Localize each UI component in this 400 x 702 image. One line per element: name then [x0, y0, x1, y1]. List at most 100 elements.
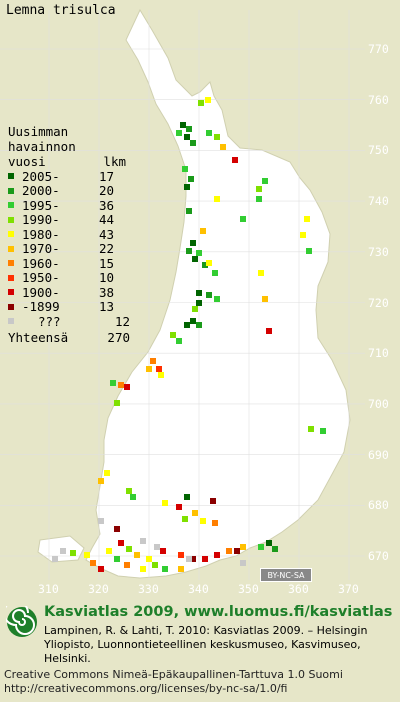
x-coordinate-label: 310 [38, 582, 59, 596]
observation-square [192, 306, 198, 312]
legend-row: 1900- 38 [8, 285, 130, 300]
observation-square [192, 510, 198, 516]
observation-square [212, 270, 218, 276]
legend-row-count: 10 [98, 270, 114, 286]
legend-row-count: 43 [98, 226, 114, 242]
x-coordinate-label: 340 [188, 582, 209, 596]
y-coordinate-label: 770 [368, 42, 389, 56]
legend-swatch [8, 303, 14, 310]
y-coordinate-label: 750 [368, 143, 389, 158]
observation-square [240, 560, 246, 566]
x-coordinate-label: 330 [138, 582, 159, 596]
observation-square [214, 196, 220, 202]
legend-rows: 2005- 17 2000- 20 1995- 36 1990- 44 1980- 43 1970-… [8, 169, 130, 329]
observation-square [186, 248, 192, 254]
observation-square [202, 556, 208, 562]
legend-row-label: 1960- [22, 255, 60, 271]
observation-square [196, 300, 202, 306]
observation-square [114, 400, 120, 406]
legend-swatch [8, 245, 14, 252]
observation-square [184, 184, 190, 190]
observation-square [182, 516, 188, 522]
legend-swatch [8, 216, 14, 223]
observation-square [184, 322, 190, 328]
legend-header-count: lkm [103, 154, 126, 169]
y-coordinate-label: 680 [368, 498, 389, 513]
observation-square [262, 178, 268, 184]
observation-square [130, 494, 136, 500]
kasviatlas-logo-icon [6, 606, 37, 637]
legend-row-count: 44 [98, 212, 114, 228]
legend-total: Yhteensä 270 [8, 330, 130, 345]
footer-citation: Lampinen, R. & Lahti, T. 2010: Kasviatla… [44, 624, 368, 665]
observation-square [200, 228, 206, 234]
legend-swatch [8, 260, 14, 267]
observation-square [196, 290, 202, 296]
observation-square [234, 548, 240, 554]
observation-square [156, 366, 162, 372]
legend-row-count: 38 [98, 284, 114, 300]
observation-square [176, 130, 182, 136]
y-coordinate-label: 690 [368, 447, 389, 462]
legend-total-count: 270 [107, 329, 130, 345]
legend-swatch [8, 318, 14, 325]
observation-square [190, 140, 196, 146]
observation-square [150, 358, 156, 364]
y-coordinate-label: 710 [368, 346, 389, 361]
observation-square [114, 526, 120, 532]
legend-swatch [8, 274, 14, 281]
legend-row-count: 22 [98, 241, 114, 257]
observation-square [118, 382, 124, 388]
observation-square [180, 122, 186, 128]
observation-square [186, 556, 192, 562]
observation-square [308, 426, 314, 432]
observation-square [178, 566, 184, 572]
observation-square [98, 478, 104, 484]
legend-row: 1990- 44 [8, 212, 130, 228]
y-coordinate-label: 760 [368, 92, 389, 107]
observation-square [206, 292, 212, 298]
observation-square [52, 556, 58, 562]
finland-map [0, 8, 365, 580]
y-coordinate-label: 700 [368, 396, 389, 411]
legend-row-count: 36 [98, 197, 114, 213]
observation-square [140, 566, 146, 572]
license-url: http://creativecommons.org/licenses/by-n… [4, 682, 288, 695]
observation-square [198, 100, 204, 106]
observation-square [272, 546, 278, 552]
observation-square [196, 322, 202, 328]
footer-license: Creative Commons Nimeä-Epäkaupallinen-Ta… [4, 668, 398, 696]
observation-square [176, 338, 182, 344]
legend-row-label: 1900- [22, 284, 60, 300]
observation-square [146, 366, 152, 372]
observation-square [176, 504, 182, 510]
distribution-map: Lemna trisulca Uusimman havainnon vuosi … [0, 3, 389, 596]
observation-square [300, 232, 306, 238]
observation-square [162, 500, 168, 506]
legend-row-label: -1899 [22, 299, 60, 315]
observation-square [258, 270, 264, 276]
observation-square [160, 548, 166, 554]
x-coordinate-label: 370 [338, 582, 359, 596]
observation-square [206, 130, 212, 136]
y-coordinate-label: 740 [368, 194, 389, 209]
observation-squares [52, 97, 326, 572]
legend-header-year: vuosi [8, 154, 46, 169]
legend-swatch [8, 173, 14, 180]
legend-header: Uusimman havainnon vuosi lkm [8, 124, 130, 169]
observation-square [106, 548, 112, 554]
observation-square [210, 498, 216, 504]
license-text: Creative Commons Nimeä-Epäkaupallinen-Ta… [4, 668, 343, 681]
observation-square [104, 470, 110, 476]
observation-square [188, 176, 194, 182]
species-name: Lemna trisulca [6, 3, 116, 18]
x-coordinate-label: 320 [88, 582, 109, 596]
legend-row-count: 15 [98, 255, 114, 271]
observation-square [256, 186, 262, 192]
legend-row: -1899 13 [8, 299, 130, 315]
y-coordinate-label: 720 [368, 295, 389, 310]
legend-swatch [8, 202, 14, 209]
observation-square [220, 144, 226, 150]
legend-row: 2000- 20 [8, 183, 130, 198]
legend-row-count: 13 [98, 299, 114, 315]
